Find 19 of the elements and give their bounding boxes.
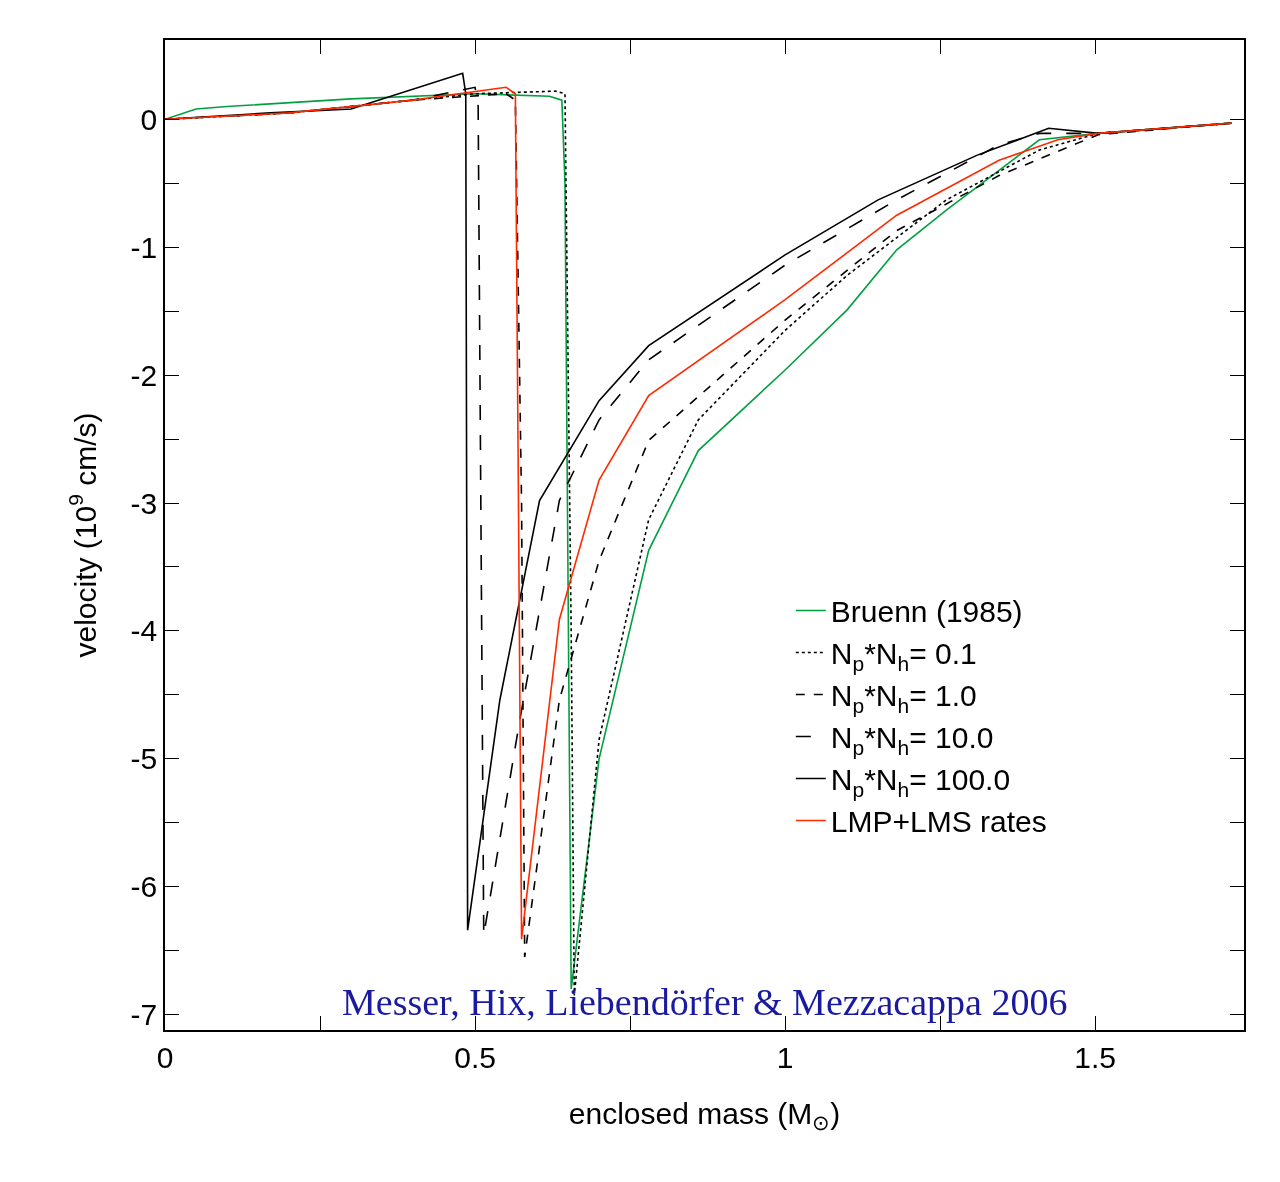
legend-label: N$_{p}$*N$_{h}$= 100.0 bbox=[830, 763, 1011, 801]
x-tick-label: 1.5 bbox=[1074, 1040, 1117, 1074]
legend-label: LMP+LMS rates bbox=[830, 805, 1047, 839]
annotation: Messer, Hix, Liebendörfer & Mezzacappa 2006 bbox=[342, 981, 1068, 1023]
y-tick-label: -5 bbox=[130, 742, 158, 776]
y-tick-label: -2 bbox=[130, 358, 158, 392]
legend-label: N$_{p}$*N$_{h}$= 10.0 bbox=[830, 721, 994, 759]
y-tick-label: -7 bbox=[130, 998, 158, 1032]
x-tick-label: 1 bbox=[776, 1040, 794, 1074]
legend-label: N$_{p}$*N$_{h}$= 1.0 bbox=[830, 679, 977, 717]
legend-label: Bruenn (1985) bbox=[830, 595, 1023, 629]
y-tick-label: 0 bbox=[140, 102, 158, 136]
y-tick-label: -1 bbox=[130, 230, 158, 264]
y-tick-label: -3 bbox=[130, 486, 158, 520]
y-tick-label: -6 bbox=[130, 870, 158, 904]
x-axis-title: enclosed mass (M$_{⊙}$) bbox=[568, 1096, 841, 1135]
legend-label: N$_{p}$*N$_{h}$= 0.1 bbox=[830, 637, 977, 675]
x-tick-label: 0.5 bbox=[454, 1040, 496, 1074]
y-tick-label: -4 bbox=[130, 614, 158, 648]
